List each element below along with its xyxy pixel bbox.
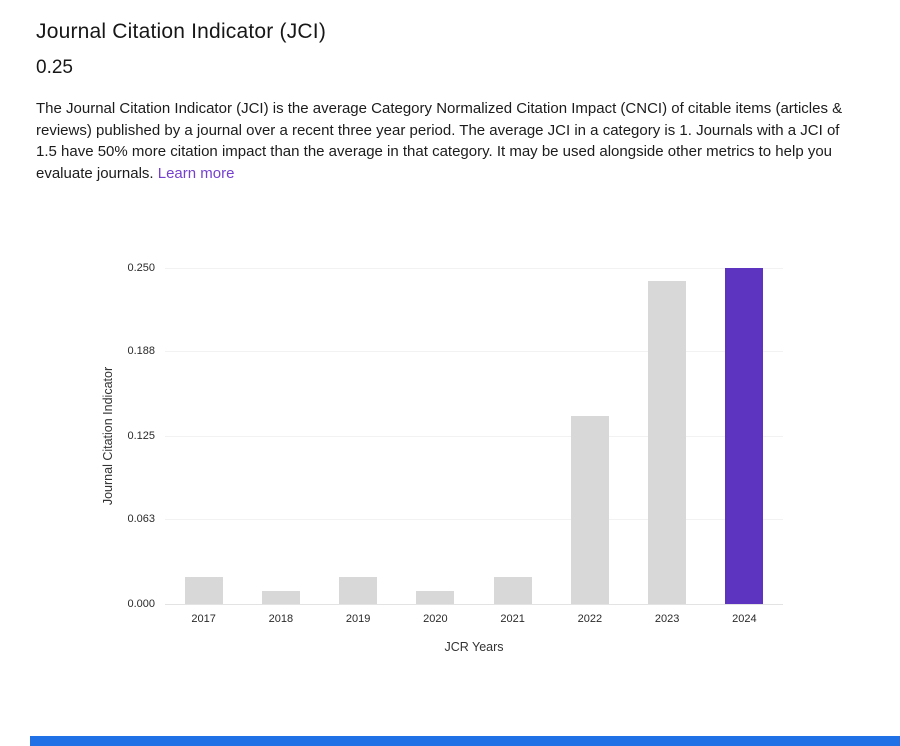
x-tick-label-2020: 2020 [423, 613, 448, 625]
jci-bar-chart: Journal Citation Indicator JCR Years 0.2… [0, 255, 900, 675]
x-tick-label-2019: 2019 [345, 613, 371, 625]
bar-2020[interactable] [416, 590, 455, 604]
x-tick-label-2018: 2018 [268, 613, 294, 625]
x-tick-label-2021: 2021 [500, 613, 525, 625]
gridline [165, 519, 783, 521]
jci-description-text: The Journal Citation Indicator (JCI) is … [36, 100, 843, 183]
bar-2019[interactable] [339, 577, 378, 604]
page-title: Journal Citation Indicator (JCI) [36, 20, 327, 43]
y-tick-label: 0.000 [127, 598, 155, 610]
jci-metric-value: 0.25 [36, 57, 73, 78]
y-tick-label: 0.125 [127, 430, 155, 442]
next-section-edge [30, 736, 900, 746]
x-tick-label-2017: 2017 [191, 613, 216, 625]
bar-2017[interactable] [184, 577, 223, 604]
gridline [165, 351, 783, 353]
gridline [165, 436, 783, 437]
x-tick-label-2023: 2023 [654, 613, 680, 625]
learn-more-link[interactable]: Learn more [157, 165, 235, 183]
x-axis-line [165, 604, 783, 605]
x-tick-label-2022: 2022 [577, 613, 603, 625]
gridline [165, 268, 783, 269]
bar-2023[interactable] [648, 281, 687, 604]
x-tick-label-2024: 2024 [732, 613, 757, 625]
y-tick-label: 0.063 [127, 513, 155, 526]
bar-2021[interactable] [493, 577, 532, 604]
plot-area [165, 268, 783, 605]
bar-2024[interactable] [725, 268, 764, 604]
jci-description: The Journal Citation Indicator (JCI) is … [36, 98, 848, 185]
bar-2022[interactable] [570, 415, 609, 604]
bar-2018[interactable] [261, 590, 300, 604]
x-axis-title: JCR Years [444, 640, 504, 654]
y-tick-label: 0.250 [127, 262, 155, 274]
y-tick-label: 0.188 [127, 345, 155, 358]
